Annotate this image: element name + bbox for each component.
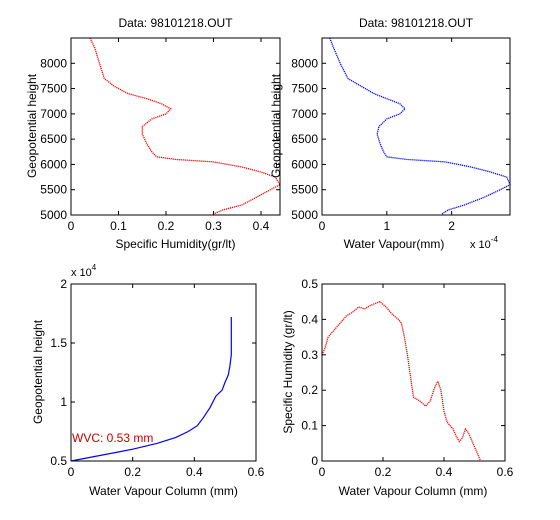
panel-4-x-axis-label: Water Vapour Column (mm) <box>339 484 488 498</box>
panel-2-y-tick-label: 7000 <box>291 107 318 121</box>
panel-3-plot-layer: 0 0.2 0.4 0.6 0.5 1 1.5 2 <box>50 277 264 479</box>
panel-4-x-tick-label: 0.4 <box>436 465 453 479</box>
panel-2-plot-layer: 0 1 2 5000 5500 6000 6500 7000 7500 8000 <box>291 37 511 233</box>
panel-3-y-exponent-base: x 10 <box>71 267 92 279</box>
panel-1-plot-area <box>71 38 280 215</box>
panel-4-x-tick-label: 0.2 <box>375 465 392 479</box>
panel-1-series-line-1 <box>89 37 281 215</box>
panel-1-title: Data: 98101218.OUT <box>118 16 233 30</box>
panel-1-x-tick-label: 0.3 <box>205 219 222 233</box>
panel-3-wvc-annotation: WVC: 0.53 mm <box>72 431 153 445</box>
panel-4-x-tick-label: 0 <box>319 465 326 479</box>
panel-3-series-line-1 <box>70 317 232 462</box>
panel-2-x-tick-label: 2 <box>448 219 455 233</box>
panel-1-plot-layer: 0 0.1 0.2 0.3 0.4 5000 5500 6000 6500 7000 7500 800… <box>40 37 281 233</box>
panel-2-x-exponent: x 10-4 <box>470 235 498 251</box>
panel-2-y-axis-label: Geopotential height <box>269 73 283 178</box>
panel-3-x-tick-label: 0.4 <box>186 465 203 479</box>
panel-3-x-tick-label: 0.2 <box>124 465 141 479</box>
panel-1-axes-frame <box>70 37 281 216</box>
panel-2-x-tick-label: 1 <box>383 219 390 233</box>
panel-1-x-tick-label: 0.2 <box>158 219 175 233</box>
panel-2-axes-frame <box>321 37 511 216</box>
panel-3-y-tick-label: 1 <box>60 395 67 409</box>
panel-3-axes-frame <box>70 283 257 462</box>
panel-3-x-axis-label: Water Vapour Column (mm) <box>89 484 238 498</box>
panel-1-x-tick-label: 0.4 <box>253 219 270 233</box>
panel-3-plot-area <box>71 284 256 461</box>
panel-2-x-tick-label: 0 <box>319 219 326 233</box>
panel-4-y-tick-label: 0.1 <box>301 419 318 433</box>
panel-4-y-tick-label: 0.5 <box>301 277 318 291</box>
panel-1-y-tick-label: 7500 <box>40 82 67 96</box>
panel-2-y-tick-label: 5500 <box>291 183 318 197</box>
panel-2-y-tick-label: 6500 <box>291 132 318 146</box>
panel-2-y-tick-label: 6000 <box>291 157 318 171</box>
panel-2-title: Data: 98101218.OUT <box>359 16 474 30</box>
panel-1-y-tick-label: 8000 <box>40 56 67 70</box>
panel-1-x-tick-label: 0.1 <box>110 219 127 233</box>
panel-3-x-tick-label: 0.6 <box>248 465 265 479</box>
panel-4-y-tick-label: 0.4 <box>301 312 318 326</box>
panel-3-y-tick-label: 1.5 <box>50 336 67 350</box>
panel-humidity-vs-column: 0 0.2 0.4 0.6 0 0.1 0.2 0.3 0.4 0.5 Water Vapour … <box>281 277 514 498</box>
panel-2-y-tick-label: 5000 <box>291 208 318 222</box>
panel-water-vapour-profile: 0 1 2 5000 5500 6000 6500 7000 7500 8000 Data: 98… <box>269 16 511 251</box>
panel-3-y-tick-label: 2 <box>60 277 67 291</box>
panel-2-x-exponent-base: x 10 <box>470 239 491 251</box>
panel-1-y-axis-label: Geopotential height <box>25 73 39 178</box>
panel-4-plot-layer: 0 0.2 0.4 0.6 0 0.1 0.2 0.3 0.4 0.5 <box>301 277 513 479</box>
panel-1-x-axis-label: Specific Humidity(gr/lt) <box>115 237 235 251</box>
panel-2-plot-area <box>322 38 510 215</box>
panel-1-x-tick-label: 0 <box>68 219 75 233</box>
panel-2-y-tick-label: 8000 <box>291 56 318 70</box>
panel-3-y-tick-label: 0.5 <box>50 454 67 468</box>
panel-1-y-tick-label: 6500 <box>40 132 67 146</box>
panel-2-x-axis-label: Water Vapour(mm) <box>344 237 445 251</box>
panel-2-x-exponent-power: -4 <box>491 235 499 244</box>
panel-4-y-axis-label: Specific Humidity (gr/lt) <box>281 310 295 433</box>
panel-3-y-exponent-power: 4 <box>92 263 97 272</box>
panel-4-series-line-1 <box>321 300 482 462</box>
panel-4-plot-area <box>322 284 505 461</box>
panel-3-y-axis-label: Geopotential height <box>31 319 45 424</box>
panel-4-x-tick-label: 0.6 <box>497 465 514 479</box>
panel-geopotential-vs-column: 0 0.2 0.4 0.6 0.5 1 1.5 2 Water Vapour Column (… <box>31 263 265 498</box>
panel-1-y-tick-label: 5500 <box>40 183 67 197</box>
panel-2-series-line-1 <box>329 37 511 215</box>
panel-3-y-exponent: x 104 <box>71 263 97 279</box>
panel-4-axes-frame <box>321 283 506 462</box>
panel-1-y-tick-label: 6000 <box>40 157 67 171</box>
panel-2-y-tick-label: 7500 <box>291 82 318 96</box>
panel-4-y-tick-label: 0.2 <box>301 383 318 397</box>
panel-4-y-tick-label: 0.3 <box>301 348 318 362</box>
panel-4-y-tick-label: 0 <box>311 454 318 468</box>
panel-1-y-tick-label: 7000 <box>40 107 67 121</box>
panel-specific-humidity-profile: 0 0.1 0.2 0.3 0.4 5000 5500 6000 6500 7000 7500 800… <box>25 16 281 251</box>
panel-3-x-tick-label: 0 <box>68 465 75 479</box>
panel-1-y-tick-label: 5000 <box>40 208 67 222</box>
